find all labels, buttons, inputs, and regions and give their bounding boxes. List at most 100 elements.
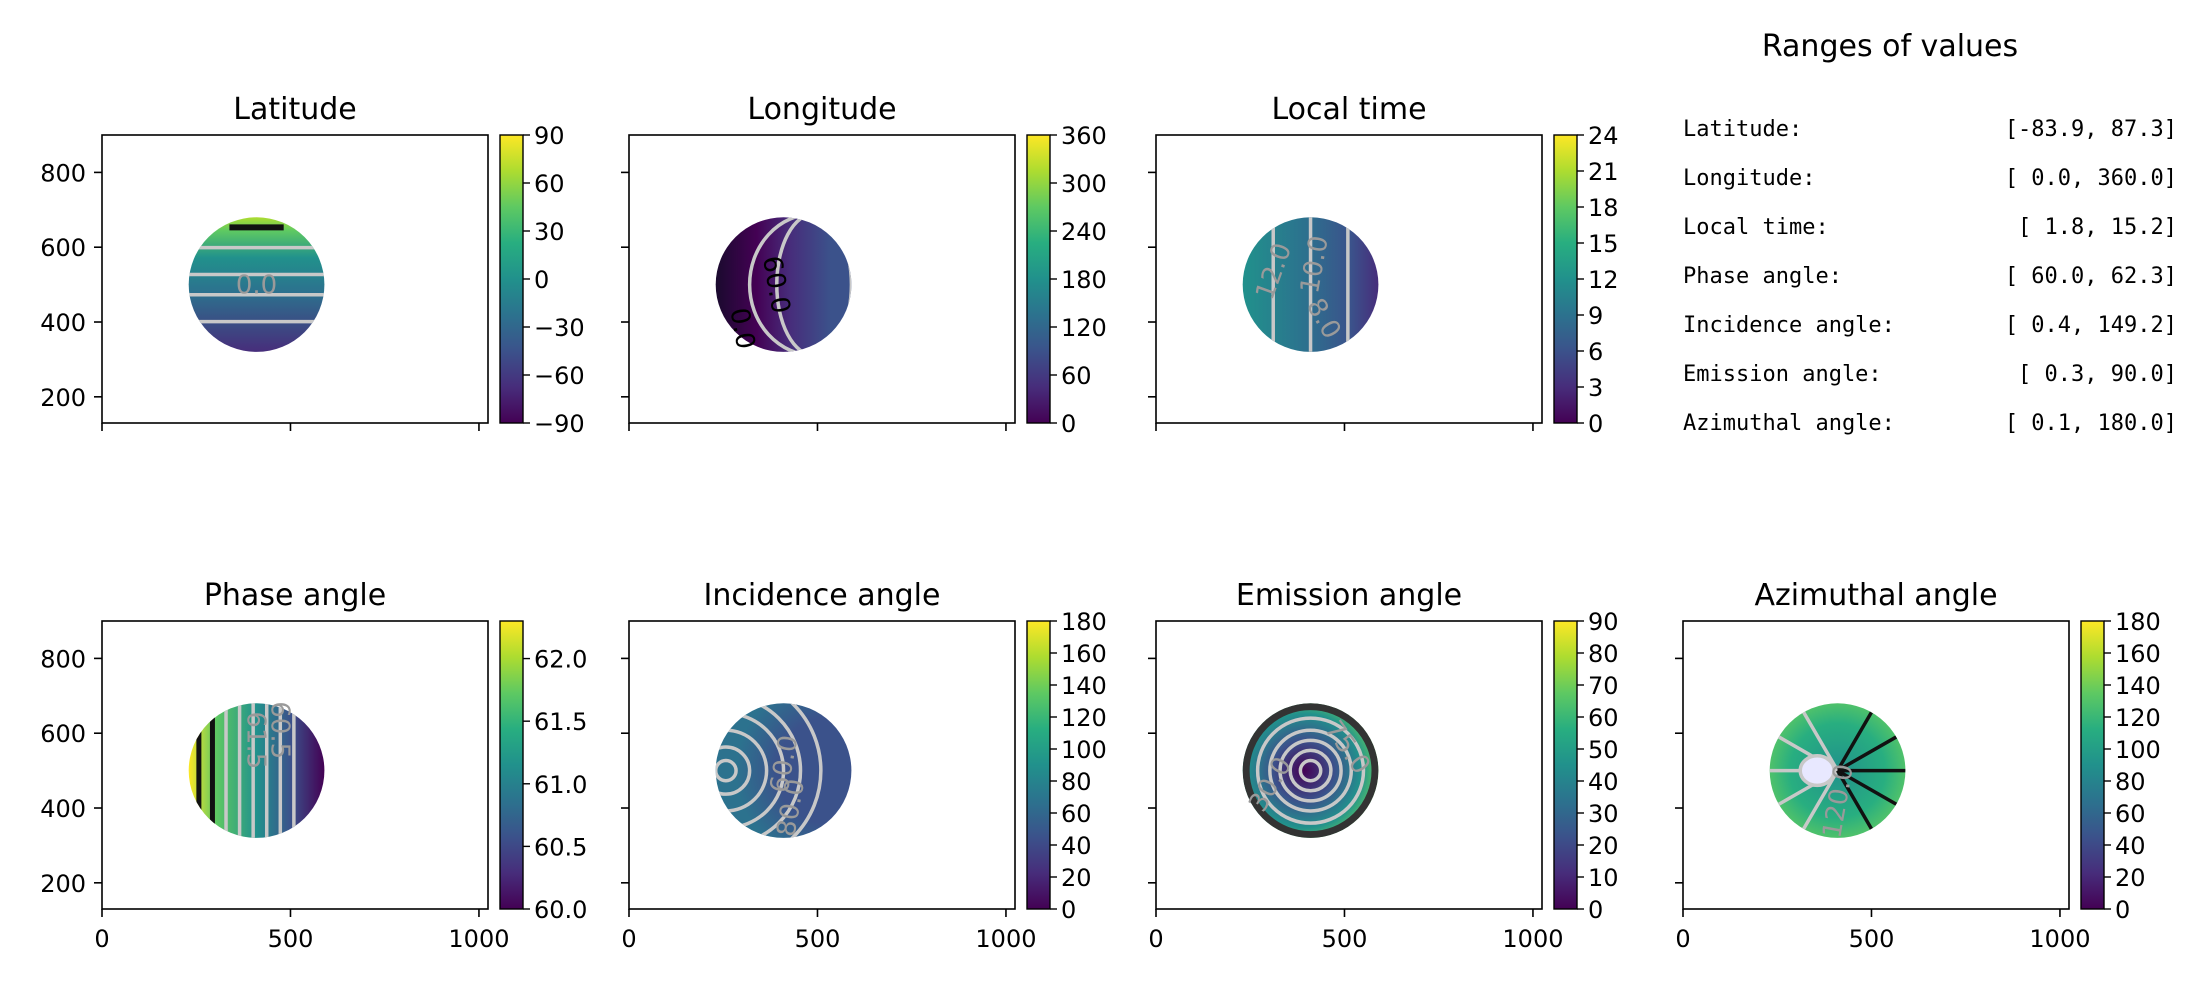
colorbar-tick-label: 20: [1061, 864, 1092, 892]
panel-latitude: Latitude 0.0 200 400 600 800 90 60 30 0 −30 −60 −90: [40, 92, 584, 438]
colorbar-tick-label: −90: [534, 410, 585, 438]
colorbar-tick-label: 180: [1061, 266, 1107, 294]
colorbar-tick-label: 80: [1588, 640, 1619, 668]
colorbar-tick-label: 90: [534, 122, 565, 150]
colorbar-tick-label: 20: [2115, 864, 2146, 892]
colorbar-tick-label: 50: [1588, 736, 1619, 764]
ranges-row: Latitude: [-83.9, 87.3]: [1683, 117, 2177, 142]
colorbar-tick-label: −30: [534, 314, 585, 342]
contour-lines: [188, 224, 325, 324]
ranges-row-value: [ 0.0, 360.0]: [2005, 166, 2177, 191]
colorbar-tick-label: 40: [2115, 832, 2146, 860]
colorbar-tick-label: 60: [2115, 800, 2146, 828]
panel-title: Local time: [1271, 92, 1426, 127]
x-tick-label: 1000: [2029, 925, 2090, 953]
panel-title: Azimuthal angle: [1754, 578, 1997, 613]
contour-lines: [1242, 703, 1379, 838]
contour-label: 0.0: [723, 306, 760, 352]
colorbar-tick-label: 140: [1061, 672, 1107, 700]
ranges-row-name: Azimuthal angle:: [1683, 411, 1895, 436]
contour-label: 0.0: [236, 271, 277, 301]
x-tick-label: 500: [795, 925, 841, 953]
ranges-row-value: [ 0.1, 180.0]: [2005, 411, 2177, 436]
colorbar-tick-label: 60: [534, 170, 565, 198]
y-tick-label: 400: [40, 795, 86, 823]
panel-title: Phase angle: [204, 578, 386, 613]
colorbar-tick-label: 62.0: [534, 646, 587, 674]
colorbar-tick-label: 0: [1061, 410, 1076, 438]
colorbar-tick-label: 100: [2115, 736, 2161, 764]
contour-label: 60.5: [264, 701, 294, 759]
x-tick-label: 1000: [1502, 925, 1563, 953]
ranges-row-name: Local time:: [1683, 215, 1829, 240]
panel-title: Longitude: [747, 92, 896, 127]
planet-disk: [715, 217, 852, 352]
x-tick-label: 0: [1148, 925, 1163, 953]
colorbar-tick-label: 80: [1061, 768, 1092, 796]
colorbar-tick-label: 10: [1588, 864, 1619, 892]
colorbar-tick-label: 61.0: [534, 771, 587, 799]
colorbar-tick-label: 60: [1061, 362, 1092, 390]
colorbar-tick-label: 180: [1061, 608, 1107, 636]
colorbar-tick-label: 40: [1588, 768, 1619, 796]
x-tick-label: 0: [621, 925, 636, 953]
colorbar-tick-label: 9: [1588, 302, 1603, 330]
planet-disk: [1242, 703, 1379, 838]
x-tick-label: 0: [1675, 925, 1690, 953]
colorbar-tick-label: 60: [1061, 800, 1092, 828]
y-tick-label: 200: [40, 870, 86, 898]
colorbar-tick-label: 120: [1061, 704, 1107, 732]
ranges-row: Azimuthal angle: [ 0.1, 180.0]: [1683, 411, 2177, 436]
y-tick-label: 600: [40, 720, 86, 748]
colorbar: [499, 620, 524, 910]
ranges-row-name: Incidence angle:: [1683, 313, 1895, 338]
colorbar-tick-label: 15: [1588, 230, 1619, 258]
colorbar-tick-label: 70: [1588, 672, 1619, 700]
colorbar-tick-label: 20: [1588, 832, 1619, 860]
x-tick-label: 500: [1322, 925, 1368, 953]
colorbar-tick-label: 30: [1588, 800, 1619, 828]
ranges-row-value: [ 0.3, 90.0]: [2018, 362, 2177, 387]
ranges-row: Longitude: [ 0.0, 360.0]: [1683, 166, 2177, 191]
colorbar: [1026, 620, 1051, 910]
ranges-row: Local time: [ 1.8, 15.2]: [1683, 215, 2177, 240]
ranges-row-value: [ 1.8, 15.2]: [2018, 215, 2177, 240]
ranges-row: Emission angle: [ 0.3, 90.0]: [1683, 362, 2177, 387]
x-tick-label: 0: [94, 925, 109, 953]
colorbar-tick-label: −60: [534, 362, 585, 390]
ranges-row: Phase angle: [ 60.0, 62.3]: [1683, 264, 2177, 289]
colorbar-tick-label: 180: [2115, 608, 2161, 636]
colorbar-tick-label: 60: [1588, 704, 1619, 732]
colorbar: [1553, 134, 1578, 424]
ranges-panel: Ranges of values Latitude: [-83.9, 87.3]L…: [1683, 29, 2177, 436]
ranges-row-value: [-83.9, 87.3]: [2005, 117, 2177, 142]
ranges-row-name: Longitude:: [1683, 166, 1815, 191]
panel-title: Emission angle: [1236, 578, 1462, 613]
colorbar-tick-label: 0: [1588, 896, 1603, 924]
y-tick-label: 600: [40, 234, 86, 262]
colorbar-tick-label: 160: [2115, 640, 2161, 668]
x-tick-label: 500: [268, 925, 314, 953]
colorbar-tick-label: 80: [2115, 768, 2146, 796]
x-tick-label: 500: [1849, 925, 1895, 953]
colorbar-tick-label: 6: [1588, 338, 1603, 366]
y-tick-label: 400: [40, 309, 86, 337]
colorbar-tick-label: 140: [2115, 672, 2161, 700]
colorbar: [1026, 134, 1051, 424]
planet-disk: [188, 703, 325, 838]
colorbar-tick-label: 120: [2115, 704, 2161, 732]
colorbar-tick-label: 160: [1061, 640, 1107, 668]
ranges-row-name: Phase angle:: [1683, 264, 1842, 289]
panel-title: Incidence angle: [704, 578, 941, 613]
colorbar-tick-label: 61.5: [534, 708, 587, 736]
colorbar-tick-label: 100: [1061, 736, 1107, 764]
y-tick-label: 200: [40, 384, 86, 412]
colorbar-tick-label: 12: [1588, 266, 1619, 294]
colorbar-tick-label: 90: [1588, 608, 1619, 636]
